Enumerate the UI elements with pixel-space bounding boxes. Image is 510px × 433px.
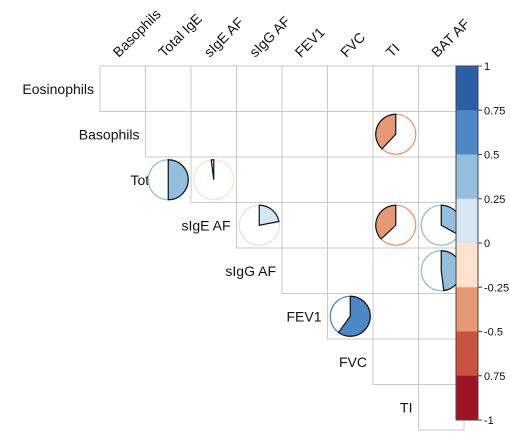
colorbar-tick-label: 0.25 (484, 194, 505, 206)
colorbar: 1 0.75 0.5 0.25 0 -0.25 -0.5 0.75 -1 (455, 61, 509, 427)
grid-cell (99, 65, 146, 112)
row-label-fvc: FVC (339, 354, 367, 370)
grid-cell (327, 156, 374, 203)
colorbar-segment (456, 243, 478, 288)
column-label-fvc: FVC (337, 29, 368, 60)
colorbar-segment (456, 287, 478, 332)
grid-cell (281, 156, 328, 203)
pie-sige-af-sigg-af (238, 204, 280, 246)
pie-wedge (375, 113, 397, 150)
grid-cell (236, 156, 283, 203)
grid-cell (327, 247, 374, 294)
colorbar-tick-label: 1 (484, 61, 490, 73)
colorbar-tick-label: -0.25 (484, 282, 509, 294)
column-label-fev1: FEV1 (292, 24, 328, 60)
colorbar-segment (456, 375, 478, 421)
grid-cell (372, 293, 419, 340)
pie-wedge (258, 204, 280, 226)
pie-wedge (375, 204, 397, 240)
grid-cell (190, 111, 237, 158)
pie-wedge (337, 295, 371, 337)
grid-cell (190, 65, 237, 112)
pie-sige-af-bat-af (420, 204, 462, 246)
colorbar-segment (456, 66, 478, 111)
grid-cell (281, 202, 328, 249)
grid-cell (372, 65, 419, 112)
colorbar-tick-label: 0.75 (484, 371, 505, 383)
grid-cell (372, 247, 419, 294)
correlation-glyphs (147, 113, 462, 337)
colorbar-segment (456, 198, 478, 244)
column-label-sigg-af: sIgG AF (246, 13, 293, 60)
row-label-basophils: Basophils (79, 126, 140, 142)
grid-lines (99, 65, 465, 431)
pie-fev1-fvc (329, 295, 371, 337)
grid-cell (281, 111, 328, 158)
grid-cell (236, 65, 283, 112)
colorbar-segment (456, 110, 478, 155)
colorbar-tick-label: 0 (484, 238, 490, 250)
colorbar-tick-label: 0.75 (484, 105, 505, 117)
grid-cell (372, 338, 419, 385)
grid-cell (327, 65, 374, 112)
pie-basophils-ti (375, 113, 417, 155)
colorbar-tick-label: 0.5 (484, 150, 499, 162)
row-label-sigg-af: sIgG AF (225, 263, 276, 279)
column-label-ti: TI (383, 40, 403, 60)
pie-wedge (210, 159, 215, 180)
column-label-bat-af: BAT AF (428, 16, 473, 61)
column-label-basophils: Basophils (110, 6, 164, 60)
row-label-fev1: FEV1 (286, 308, 321, 324)
row-label-ti: TI (400, 399, 412, 415)
pie-total-ige-sige-af (193, 159, 235, 201)
grid-cell (281, 247, 328, 294)
row-label-sige-af: sIgE AF (181, 217, 230, 233)
grid-cell (372, 156, 419, 203)
colorbar-segment (456, 331, 478, 377)
pie-wedge (167, 159, 189, 201)
grid-cell (327, 202, 374, 249)
grid-cell (236, 111, 283, 158)
pie-sigg-af-bat-af (420, 250, 462, 292)
colorbar-tick-label: -1 (484, 415, 494, 427)
grid-cell (145, 65, 192, 112)
colorbar-segment (456, 154, 478, 200)
column-label-sige-af: sIgE AF (201, 14, 247, 60)
pie-total-ige-total-ige (147, 159, 189, 201)
row-label-eosinophils: Eosinophils (22, 81, 94, 97)
grid-cell (327, 111, 374, 158)
pie-sige-af-ti (375, 204, 417, 246)
colorbar-tick-label: -0.5 (484, 327, 503, 339)
grid-cell (145, 111, 192, 158)
grid-cell (281, 65, 328, 112)
